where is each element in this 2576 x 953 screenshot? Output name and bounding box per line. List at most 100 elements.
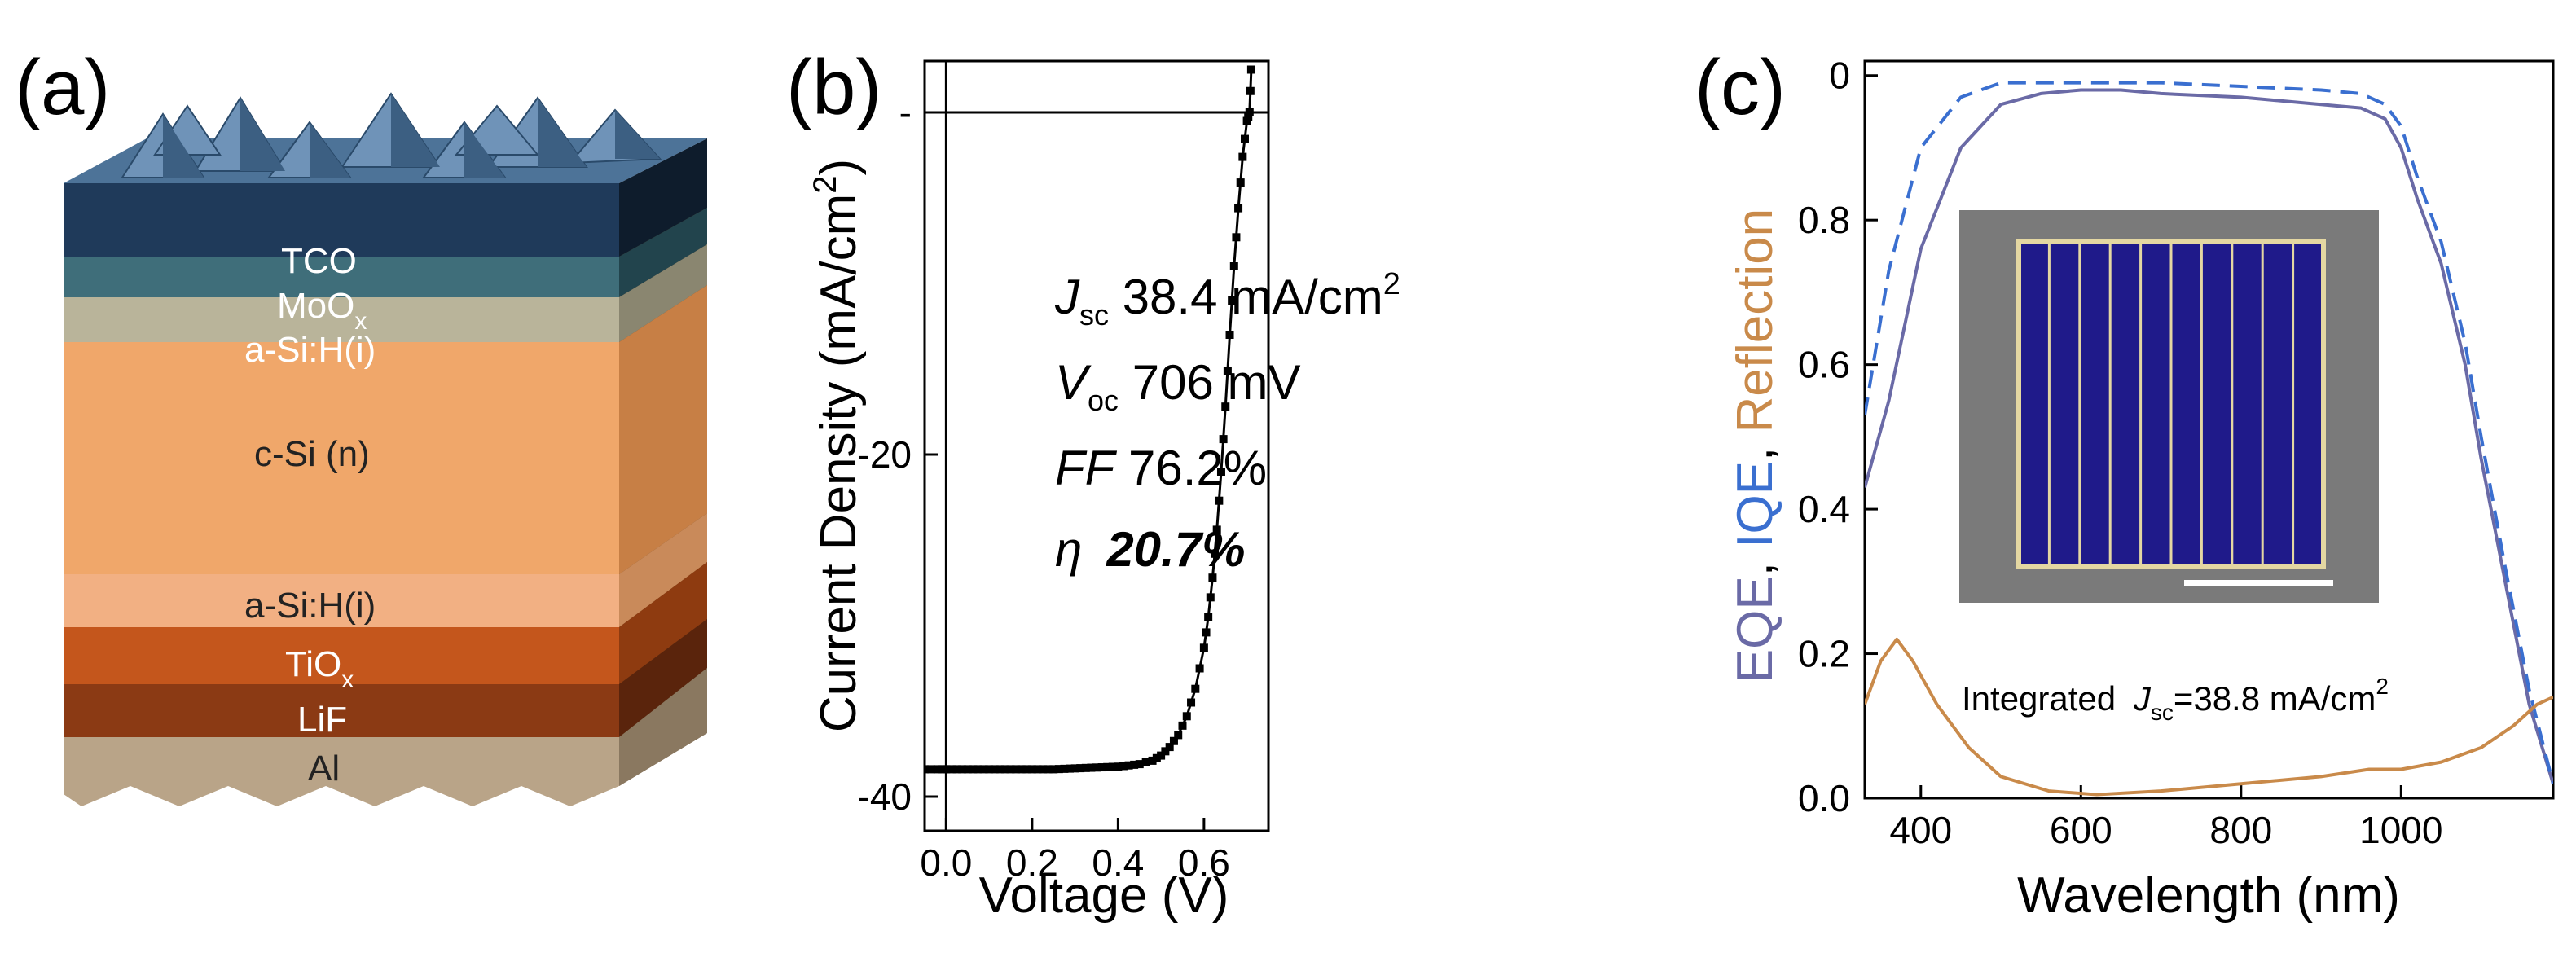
jv-point xyxy=(1232,233,1241,242)
x-tick-label: 0.2 xyxy=(1006,841,1058,884)
jsc-superscript: 2 xyxy=(1383,267,1400,301)
jv-point xyxy=(1022,765,1031,774)
label-moox: MoOx xyxy=(277,286,367,335)
y-tick-label: -40 xyxy=(858,775,912,818)
jv-point xyxy=(969,765,978,774)
jv-point xyxy=(925,765,929,774)
jv-point xyxy=(1199,643,1208,652)
panel-b-series xyxy=(925,65,1255,774)
x-tick-label: 1000 xyxy=(2359,809,2442,851)
label-moox-sub: x xyxy=(354,308,367,335)
ylabel-eqe: EQE xyxy=(1727,576,1783,683)
jv-point xyxy=(1182,712,1191,721)
texture-shadows xyxy=(163,94,660,178)
layer-csi xyxy=(64,342,619,574)
y-tick-label: 0.2 xyxy=(1798,633,1850,675)
label-csi: c-Si (n) xyxy=(254,434,370,474)
jv-point xyxy=(1141,758,1150,766)
jv-point xyxy=(1157,751,1166,760)
integrated-symbol: J xyxy=(2133,679,2152,718)
y-tick-label: 0.4 xyxy=(1798,488,1850,530)
iqe-curve xyxy=(1865,81,2553,784)
jv-point xyxy=(1152,753,1161,762)
jv-point xyxy=(1000,765,1009,774)
panel-c-frame xyxy=(1863,59,2555,800)
voc-annotation: Voc 706 mV xyxy=(1055,355,1301,417)
jv-point xyxy=(1174,731,1183,740)
jv-point xyxy=(996,765,1004,774)
layer-moox xyxy=(64,257,619,297)
x-tick-label: 0.6 xyxy=(1178,841,1230,884)
panel-b-reference-lines xyxy=(925,61,1268,831)
jv-point xyxy=(1221,402,1230,411)
eta-symbol: η xyxy=(1055,522,1082,577)
jv-point xyxy=(942,765,951,774)
jv-point xyxy=(1242,116,1251,125)
integrated-subscript: sc xyxy=(2151,700,2174,725)
panel-c-xlabel: Wavelength (nm) xyxy=(2017,867,2400,924)
ylabel-sep2: , xyxy=(1727,433,1783,461)
panel-b-label: (b) xyxy=(786,44,881,131)
jv-point xyxy=(1165,743,1174,752)
jv-point xyxy=(1228,296,1237,305)
jv-point xyxy=(1017,765,1026,774)
jv-point xyxy=(1027,765,1036,774)
x-tick-label: 400 xyxy=(1889,809,1952,851)
side-tiox xyxy=(619,562,707,684)
jv-point xyxy=(1124,761,1133,770)
ylabel-sep1: , xyxy=(1727,548,1783,576)
jv-point xyxy=(1006,765,1015,774)
jv-point xyxy=(1219,435,1228,444)
jv-point xyxy=(1033,765,1042,774)
jv-point xyxy=(1060,764,1069,773)
y-tick-label: -20 xyxy=(858,433,912,476)
jv-point xyxy=(1225,331,1234,339)
jv-point xyxy=(1216,468,1225,476)
side-tco xyxy=(619,138,707,257)
voc-symbol: V xyxy=(1055,355,1092,410)
side-al xyxy=(619,668,707,786)
jv-point xyxy=(1054,765,1063,774)
ff-value: 76.2% xyxy=(1114,441,1267,495)
jv-point xyxy=(938,765,947,774)
jv-point xyxy=(1208,573,1217,582)
jv-point xyxy=(1049,765,1058,774)
eqe-curve xyxy=(1865,88,2553,784)
jv-point xyxy=(1240,134,1249,143)
side-lif xyxy=(619,619,707,737)
jv-point xyxy=(1044,765,1053,774)
jv-point xyxy=(1161,747,1170,756)
jv-point xyxy=(1245,108,1254,116)
jv-point xyxy=(1178,721,1187,730)
jv-point xyxy=(974,765,982,774)
panel-b-ylabel-close: ) xyxy=(811,159,867,176)
jsc-symbol: J xyxy=(1054,270,1080,324)
layer-asih-bottom xyxy=(64,574,619,627)
jv-point xyxy=(1229,262,1238,270)
jv-point xyxy=(1212,525,1221,534)
panel-b-ticks: 0.0 0.2 0.4 0.6 - -20 -40 xyxy=(858,91,1230,884)
jv-point xyxy=(1234,204,1243,213)
panel-b-xlabel: Voltage (V) xyxy=(979,867,1229,924)
label-tiox-sub: x xyxy=(341,666,354,693)
ff-annotation: FF 76.2% xyxy=(1055,441,1267,495)
jv-point xyxy=(1081,763,1090,772)
side-csi xyxy=(619,285,707,574)
integrated-prefix: Integrated xyxy=(1962,679,2125,718)
panel-a: (a) xyxy=(15,44,707,806)
jv-point xyxy=(1039,765,1048,774)
jv-point xyxy=(1114,762,1123,771)
jsc-annotation: Jsc 38.4 mA/cm2 xyxy=(1054,267,1400,332)
jv-point xyxy=(958,765,967,774)
panel-c-label: (c) xyxy=(1695,44,1786,131)
jv-point xyxy=(926,765,935,774)
jv-point xyxy=(1206,593,1215,602)
y-tick-label: - xyxy=(899,91,912,134)
jv-point xyxy=(1246,86,1255,95)
label-moox-text: MoO xyxy=(277,286,354,326)
jv-point xyxy=(933,765,942,774)
eta-annotation: η 20.7% xyxy=(1055,522,1245,577)
jv-point xyxy=(1246,65,1255,74)
jv-point xyxy=(1215,496,1224,505)
jv-point xyxy=(1135,760,1144,769)
